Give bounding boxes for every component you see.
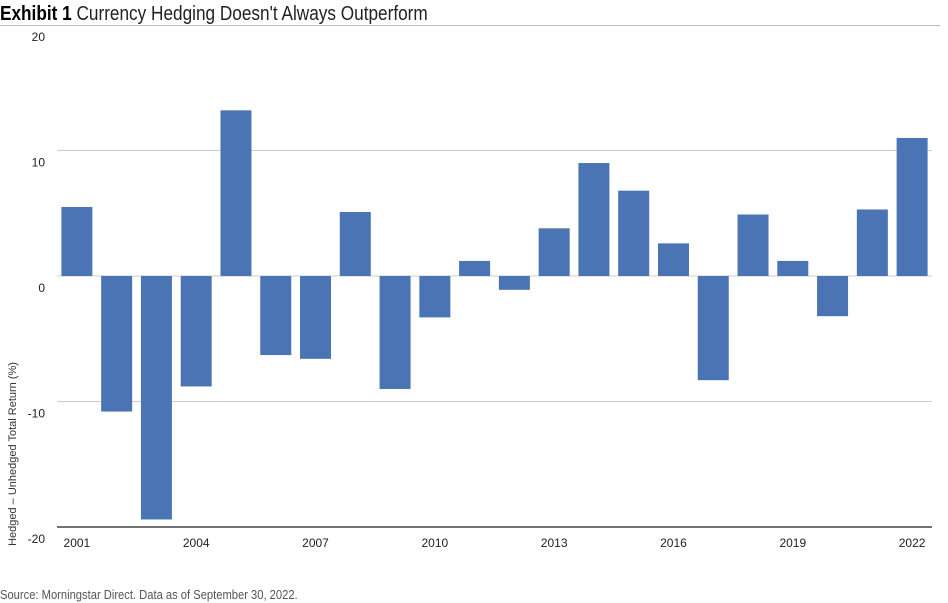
bars — [61, 110, 928, 520]
title-text: Currency Hedging Doesn't Always Outperfo… — [76, 3, 428, 25]
bar-2007 — [300, 276, 332, 359]
bar-2004 — [180, 276, 212, 387]
bar-2019 — [777, 260, 809, 276]
bar-2014 — [578, 163, 610, 276]
bar-2003 — [140, 276, 172, 520]
bar-2020 — [817, 276, 849, 317]
bar-2012 — [498, 276, 530, 290]
bar-2001 — [61, 206, 93, 276]
chart-title: Exhibit 1 Currency Hedging Doesn't Alway… — [0, 0, 808, 30]
y-axis-ticks: 20 10 0 -10 -20 — [28, 30, 46, 546]
bar-2011 — [459, 260, 491, 276]
bar-2010 — [419, 276, 451, 318]
x-axis-ticks: 2001 2004 2007 2010 2013 2016 2019 2022 — [64, 536, 926, 550]
exhibit-label: Exhibit 1 — [0, 3, 72, 25]
bar-2017 — [697, 276, 729, 381]
x-tick-label: 2007 — [302, 536, 329, 550]
bar-2013 — [538, 228, 570, 276]
source-note: Source: Morningstar Direct. Data as of S… — [0, 587, 298, 602]
x-tick-label: 2010 — [421, 536, 448, 550]
bar-2021 — [856, 209, 888, 276]
bar-2008 — [339, 211, 371, 276]
y-tick-label: 0 — [38, 281, 45, 295]
bar-2016 — [657, 243, 689, 276]
bar-2006 — [260, 276, 292, 356]
x-tick-label: 2022 — [899, 536, 926, 550]
y-axis-label: Hedged – Unhedged Total Return (%) — [7, 362, 19, 546]
y-tick-label: -20 — [28, 532, 46, 546]
bar-2018 — [737, 214, 769, 276]
y-tick-label: 20 — [32, 30, 46, 44]
y-tick-label: -10 — [28, 407, 46, 421]
x-tick-label: 2016 — [660, 536, 687, 550]
bar-2005 — [220, 110, 252, 276]
bar-2002 — [101, 276, 133, 412]
x-tick-label: 2004 — [183, 536, 210, 550]
y-tick-label: 10 — [32, 156, 46, 170]
bar-2009 — [379, 276, 411, 389]
x-tick-label: 2019 — [779, 536, 806, 550]
x-tick-label: 2013 — [541, 536, 568, 550]
bar-2022 — [896, 137, 928, 276]
title-divider — [0, 25, 940, 26]
x-tick-label: 2001 — [64, 536, 91, 550]
bar-2015 — [618, 190, 650, 276]
